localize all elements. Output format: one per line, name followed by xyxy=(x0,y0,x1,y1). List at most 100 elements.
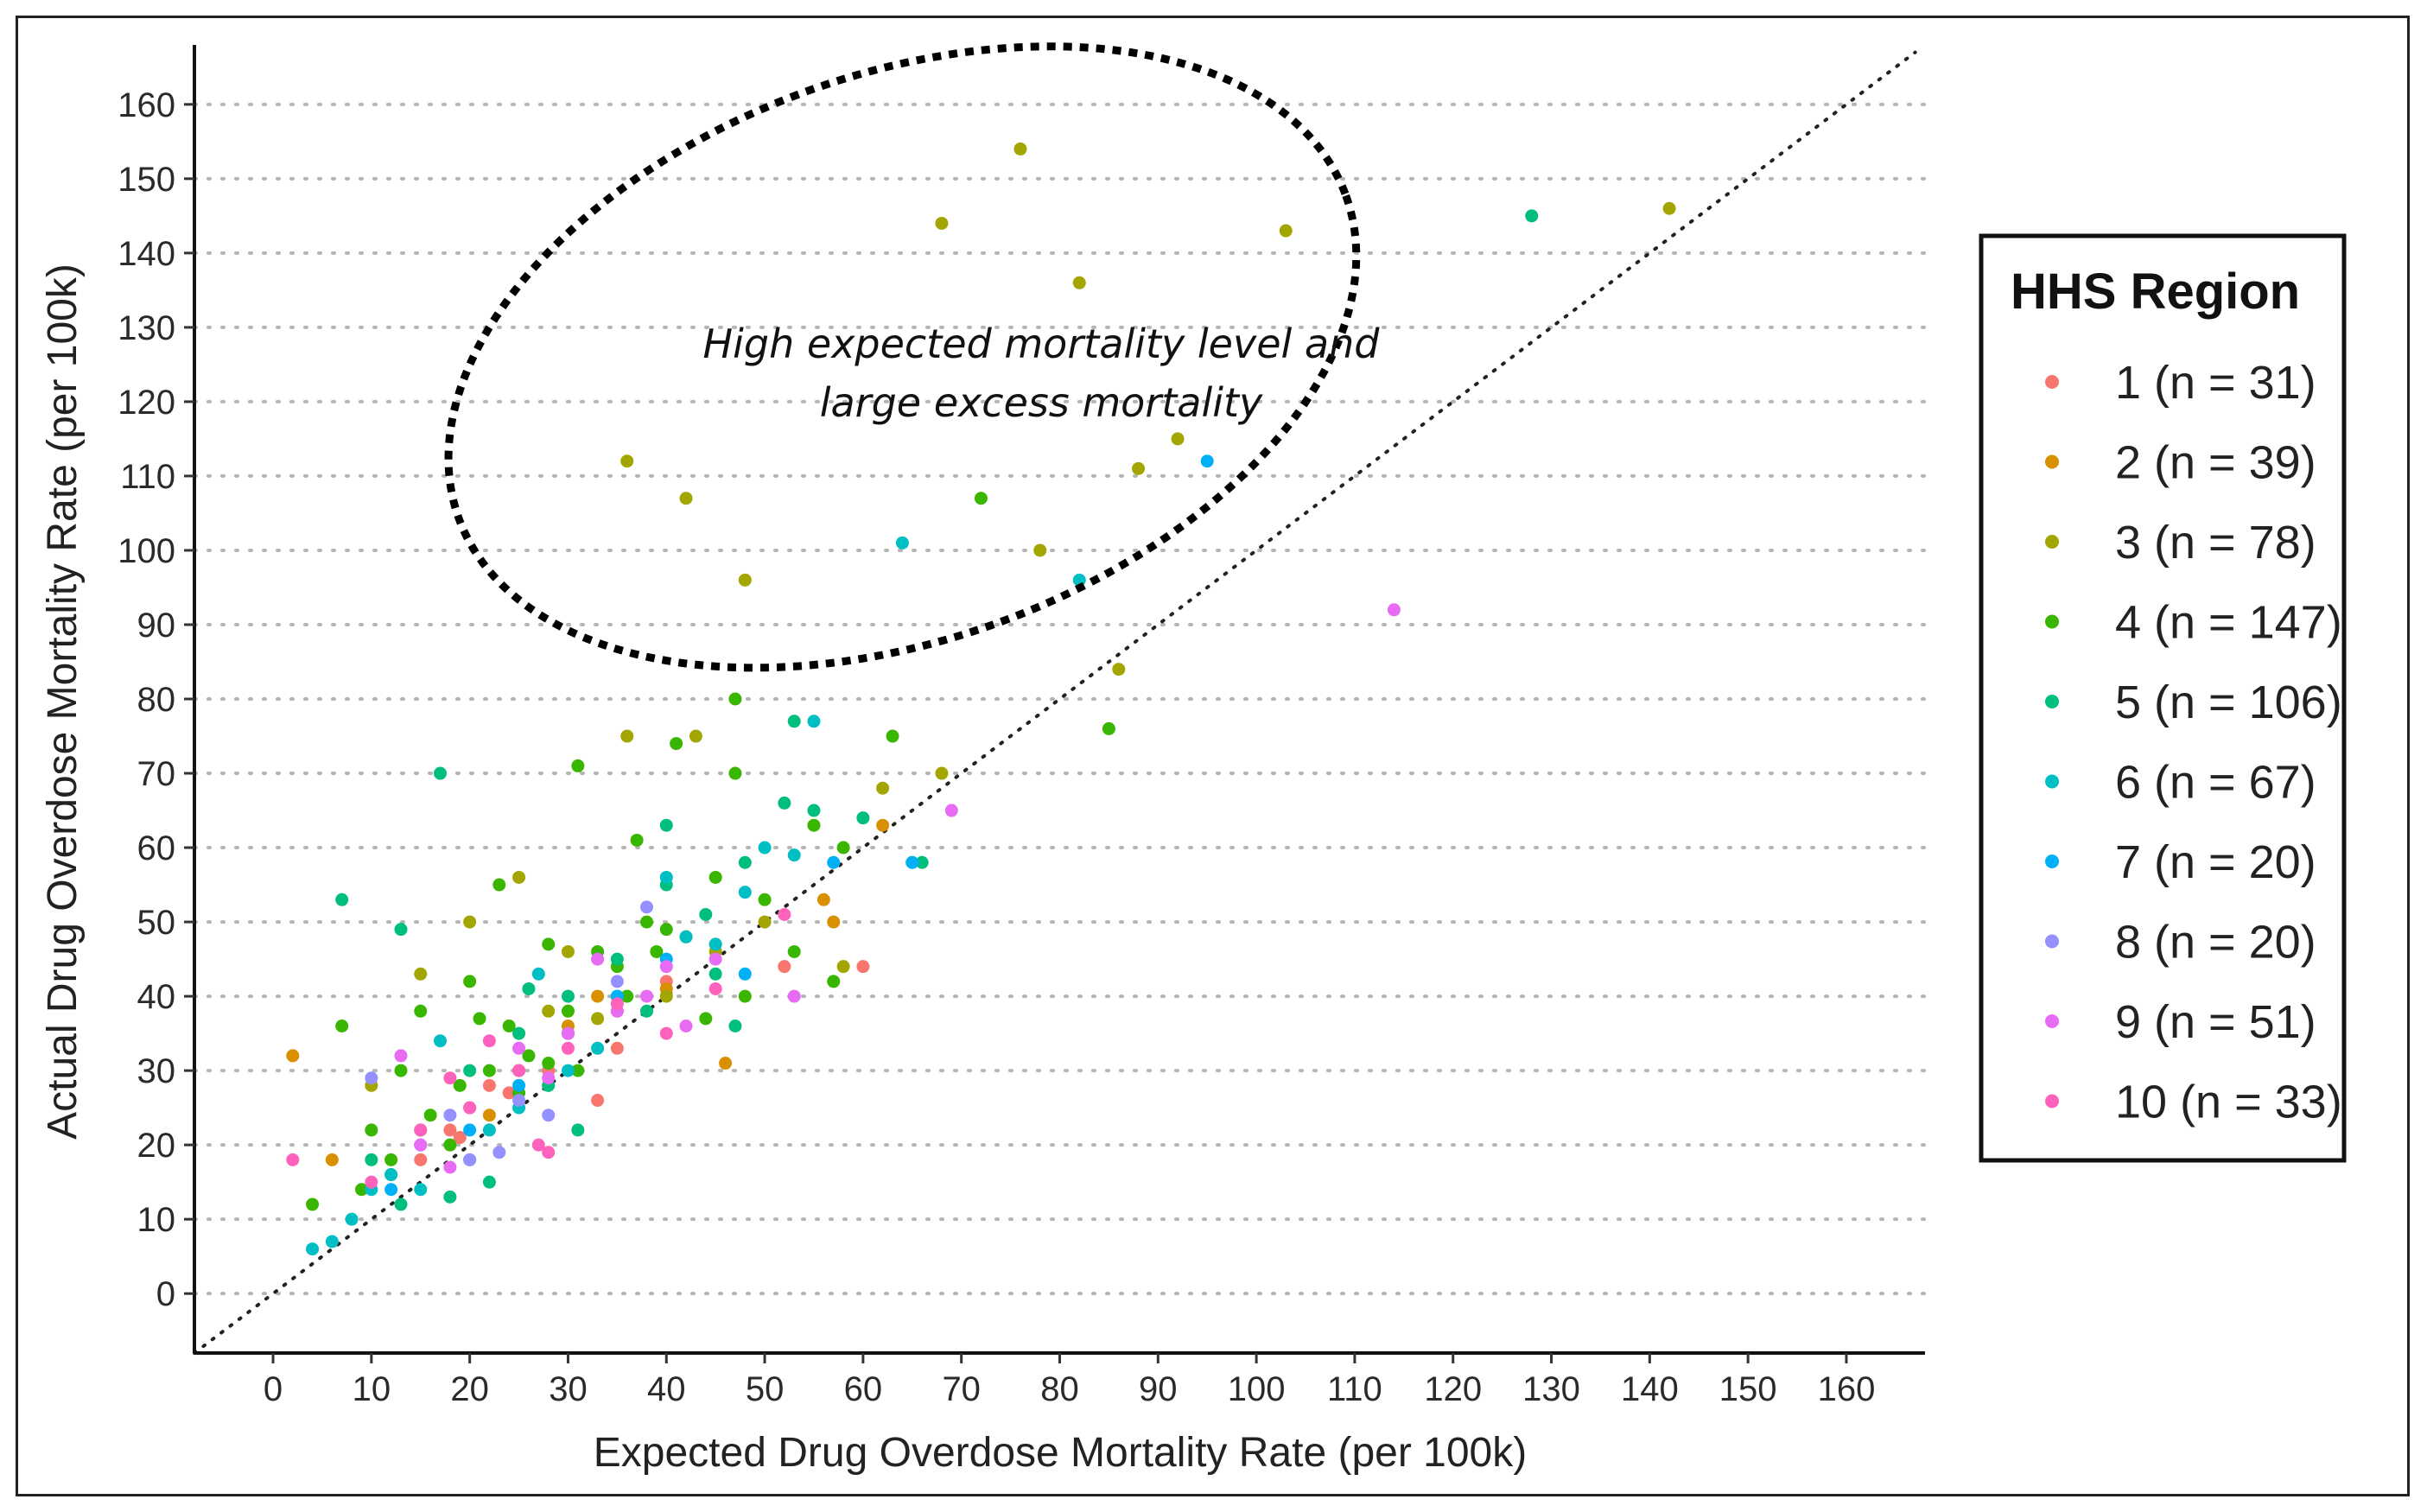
y-tick-label-10: 10 xyxy=(137,1201,176,1239)
point-region-4-43 xyxy=(699,1012,713,1026)
point-region-3-4 xyxy=(1013,142,1027,156)
point-region-6-7 xyxy=(384,1168,398,1182)
x-tick-label-130: 130 xyxy=(1522,1370,1580,1408)
x-tick-label-100: 100 xyxy=(1228,1370,1286,1408)
point-region-4-36 xyxy=(787,944,801,958)
y-tick-label-80: 80 xyxy=(137,681,176,719)
point-region-4-27 xyxy=(522,1049,536,1063)
point-region-2-10 xyxy=(482,1109,496,1122)
point-region-1-11 xyxy=(856,960,870,974)
point-region-9-13 xyxy=(640,989,654,1003)
point-region-8-6 xyxy=(640,900,654,914)
point-region-3-16 xyxy=(561,944,575,958)
point-region-6-21 xyxy=(591,1041,605,1055)
point-region-8-2 xyxy=(463,1153,477,1166)
x-tick-label-140: 140 xyxy=(1621,1370,1679,1408)
point-region-6-14 xyxy=(659,870,673,884)
point-region-1-7 xyxy=(414,1153,428,1166)
y-tick-label-90: 90 xyxy=(137,607,176,645)
point-region-2-5 xyxy=(719,1057,733,1070)
point-region-9-0 xyxy=(1387,603,1401,617)
legend-key-8 xyxy=(2045,934,2059,949)
y-tick-label-160: 160 xyxy=(118,86,175,124)
point-region-5-0 xyxy=(1525,209,1539,223)
y-tick-label-130: 130 xyxy=(118,309,175,347)
x-ticks: 0 10 20 30 40 50 60 70 80 90 100 110 120 130 140 150 160 xyxy=(264,1353,1875,1408)
point-region-6-2 xyxy=(807,715,821,728)
y-tick-label-150: 150 xyxy=(118,161,175,199)
point-region-8-8 xyxy=(492,1146,506,1159)
point-region-6-17 xyxy=(787,848,801,862)
x-tick-label-40: 40 xyxy=(647,1370,686,1408)
point-region-9-5 xyxy=(659,960,673,974)
legend-label-6: 6 (n = 67) xyxy=(2115,757,2316,809)
point-region-4-44 xyxy=(836,841,850,854)
point-region-3-9 xyxy=(1662,201,1676,215)
point-region-4-6 xyxy=(492,878,506,892)
point-region-10-8 xyxy=(659,1026,673,1040)
point-region-10-3 xyxy=(463,1101,477,1115)
point-region-3-18 xyxy=(414,967,428,981)
y-tick-label-30: 30 xyxy=(137,1052,176,1090)
point-region-5-19 xyxy=(443,1190,457,1204)
point-region-6-20 xyxy=(531,967,545,981)
annotation-layer: High expected mortality level and large … xyxy=(444,42,1380,672)
point-region-6-16 xyxy=(758,841,772,854)
annotation-line-2: large excess mortality xyxy=(820,379,1263,426)
point-region-6-5 xyxy=(345,1212,359,1226)
point-region-4-10 xyxy=(335,1020,349,1032)
point-region-3-10 xyxy=(1033,543,1047,557)
point-region-10-7 xyxy=(610,997,624,1011)
point-region-4-35 xyxy=(758,893,772,906)
y-tick-label-0: 0 xyxy=(156,1275,175,1313)
x-tick-label-70: 70 xyxy=(942,1370,981,1408)
point-region-9-15 xyxy=(542,1071,556,1085)
point-region-1-10 xyxy=(778,960,791,974)
point-region-5-4 xyxy=(394,923,408,937)
point-region-4-9 xyxy=(414,1004,428,1018)
point-region-5-9 xyxy=(807,804,821,817)
point-region-7-0 xyxy=(1200,454,1214,468)
point-region-4-22 xyxy=(807,818,821,832)
point-region-3-6 xyxy=(1132,461,1146,475)
point-region-6-10 xyxy=(482,1123,496,1137)
y-tick-label-70: 70 xyxy=(137,755,176,793)
point-region-3-13 xyxy=(620,729,634,743)
point-region-9-6 xyxy=(708,952,722,966)
point-region-5-1 xyxy=(787,715,801,728)
point-region-4-38 xyxy=(384,1153,398,1166)
point-region-10-0 xyxy=(286,1153,300,1166)
point-region-6-12 xyxy=(561,1064,575,1077)
point-region-4-13 xyxy=(443,1138,457,1152)
point-region-4-3 xyxy=(670,737,683,751)
legend-label-3: 3 (n = 78) xyxy=(2115,517,2316,569)
legend-key-2 xyxy=(2045,454,2059,469)
legend-key-4 xyxy=(2045,614,2059,629)
x-tick-label-30: 30 xyxy=(549,1370,588,1408)
legend-box xyxy=(1979,233,2347,1163)
legend-key-5 xyxy=(2045,695,2059,708)
point-region-3-8 xyxy=(1279,224,1293,238)
point-region-4-23 xyxy=(827,975,841,988)
x-axis-title: Expected Drug Overdose Mortality Rate (p… xyxy=(594,1430,1527,1476)
point-region-3-11 xyxy=(1112,663,1126,677)
point-region-4-37 xyxy=(306,1198,320,1211)
point-region-8-5 xyxy=(610,975,624,988)
x-tick-label-160: 160 xyxy=(1818,1370,1876,1408)
point-region-3-1 xyxy=(679,492,693,505)
point-region-5-2 xyxy=(434,766,448,780)
point-region-5-23 xyxy=(571,1123,585,1137)
point-region-1-3 xyxy=(443,1123,457,1137)
point-region-1-12 xyxy=(591,1094,605,1108)
point-region-5-15 xyxy=(512,1026,526,1040)
point-region-4-41 xyxy=(571,1064,585,1077)
legend-key-3 xyxy=(2045,535,2059,549)
point-region-7-3 xyxy=(463,1123,477,1137)
point-region-3-22 xyxy=(876,781,890,795)
point-region-1-1 xyxy=(482,1078,496,1092)
point-region-4-21 xyxy=(738,989,752,1003)
point-region-9-3 xyxy=(561,1026,575,1040)
point-region-4-25 xyxy=(394,1064,408,1077)
legend-label-5: 5 (n = 106) xyxy=(2115,677,2342,728)
